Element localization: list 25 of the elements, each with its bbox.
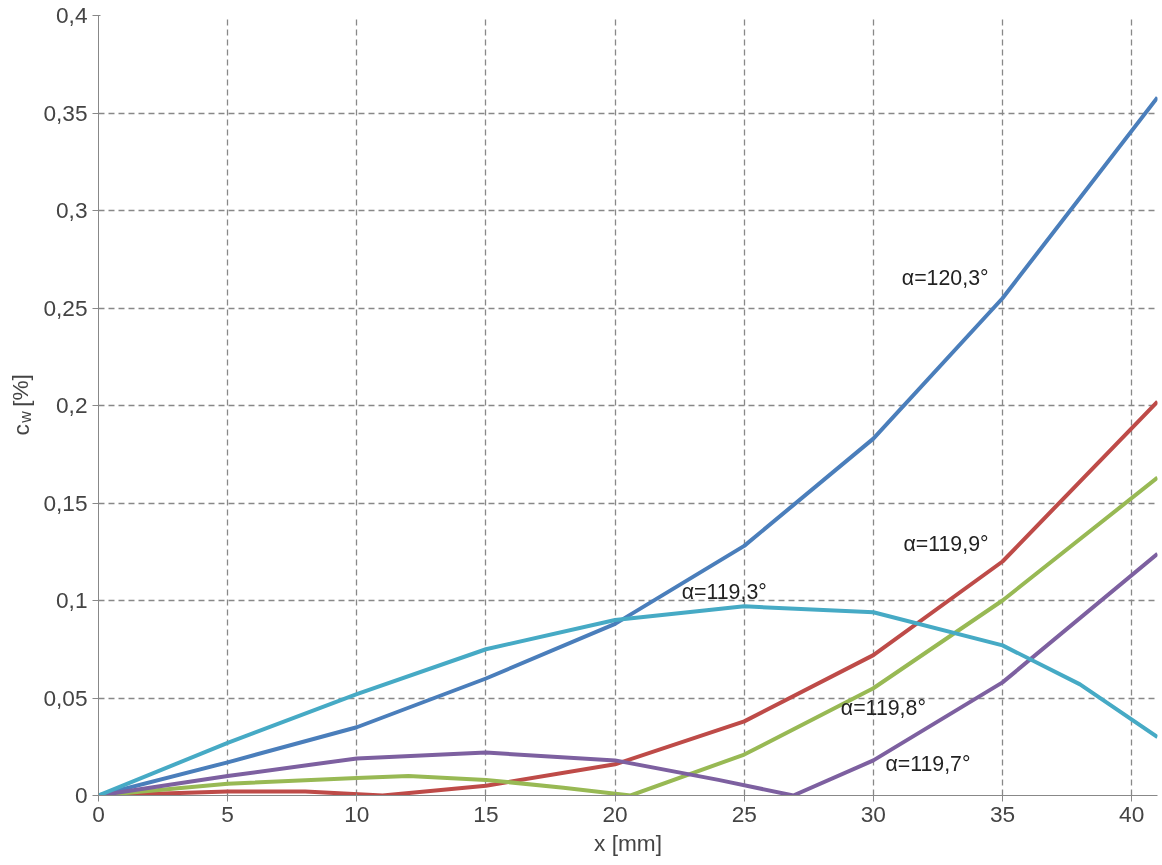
y-tick-label: 0,3 [56, 197, 88, 223]
series-label: α=119,9° [903, 531, 989, 556]
x-tick-label: 25 [731, 800, 757, 827]
series-label: α=119,8° [840, 696, 926, 721]
series-label: α=119,7° [885, 752, 971, 777]
x-tick-label: 35 [989, 800, 1016, 827]
series-label: α=120,3° [901, 266, 989, 291]
y-tick-label: 0,2 [56, 392, 88, 418]
x-tick-label: 20 [602, 800, 628, 827]
y-tick-label: 0,35 [43, 99, 88, 126]
y-tick-label: 0,25 [43, 294, 88, 321]
y-tick-label: 0,1 [56, 587, 88, 613]
y-tick-label: 0,4 [56, 2, 88, 28]
series-label: α=119,3° [681, 580, 767, 605]
y-tick-label: 0,15 [43, 489, 88, 516]
y-axis-title: cw [%] [7, 374, 34, 436]
x-tick-label: 30 [860, 800, 886, 827]
x-axis-title: x [mm] [594, 829, 662, 856]
x-tick-label: 0 [92, 800, 105, 827]
x-tick-label: 15 [473, 800, 499, 827]
x-tick-label: 10 [344, 800, 370, 827]
x-tick-label: 5 [221, 800, 234, 827]
y-tick-label: 0,05 [43, 684, 88, 711]
x-tick-label: 40 [1119, 800, 1145, 827]
y-tick-label: 0 [74, 782, 88, 808]
